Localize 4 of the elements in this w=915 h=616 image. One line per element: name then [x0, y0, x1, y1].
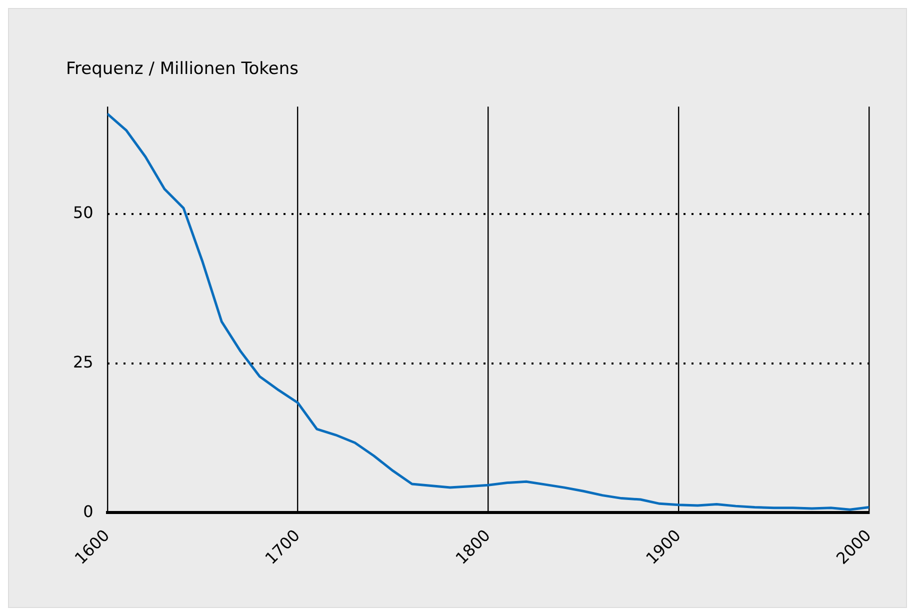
y-tick-label: 50 — [73, 203, 94, 222]
y-tick-label: 0 — [83, 502, 94, 521]
y-axis-title: Frequenz / Millionen Tokens — [65, 58, 300, 81]
y-tick-label: 25 — [73, 352, 94, 372]
